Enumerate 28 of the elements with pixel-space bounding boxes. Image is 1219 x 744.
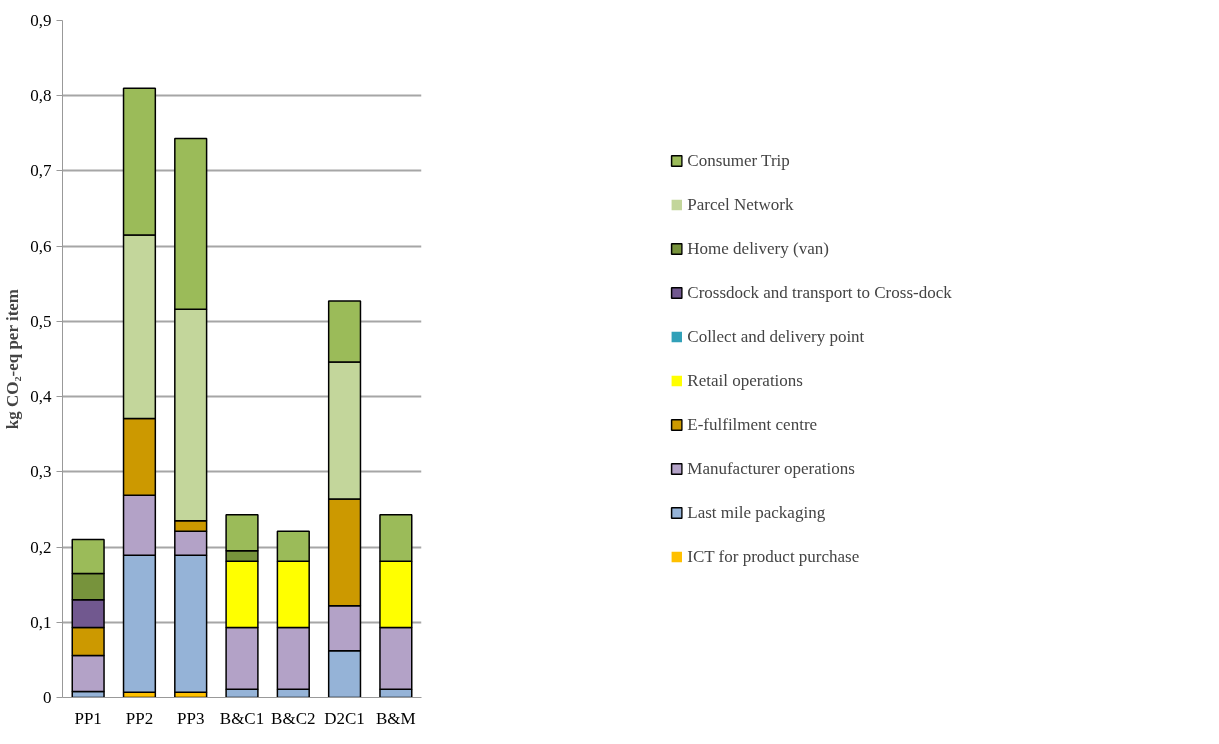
y-tick-label: 0,4 <box>30 387 52 407</box>
y-tick-label: 0,7 <box>30 161 52 181</box>
y-tick-label: 0,1 <box>30 612 52 632</box>
x-tick-label: PP2 <box>125 708 154 728</box>
y-tick-label: 0,3 <box>30 462 52 482</box>
legend-label: Last mile packaging <box>687 502 826 523</box>
y-tick-label: 0,5 <box>30 311 52 331</box>
x-tick-label: B&C2 <box>271 708 316 728</box>
x-tick-label: PP3 <box>177 708 205 728</box>
y-tick-label: 0,2 <box>30 537 52 557</box>
y-tick-label: 0,9 <box>30 11 52 30</box>
x-tick-label: B&C1 <box>219 708 265 728</box>
x-tick-label: D2C1 <box>324 708 365 728</box>
legend-label: Consumer Trip <box>687 150 790 171</box>
y-tick-label: 0 <box>43 688 52 707</box>
legend-label: ICT for product purchase <box>687 546 860 567</box>
legend-label: Parcel Network <box>687 194 794 215</box>
y-axis-title: kg CO₂-eq per item <box>3 289 23 430</box>
legend-label: Crossdock and transport to Cross-dock <box>687 282 952 303</box>
legend-label: Retail operations <box>687 370 803 391</box>
y-tick-label: 0,6 <box>30 236 52 256</box>
x-tick-label: B&M <box>376 708 416 728</box>
legend-label: Collect and delivery point <box>687 326 865 347</box>
legend-label: E-fulfilment centre <box>687 414 818 435</box>
legend-label: Home delivery (van) <box>687 238 829 259</box>
x-tick-label: PP1 <box>74 708 102 728</box>
legend-label: Manufacturer operations <box>687 458 855 479</box>
y-tick-label: 0,8 <box>30 86 52 106</box>
